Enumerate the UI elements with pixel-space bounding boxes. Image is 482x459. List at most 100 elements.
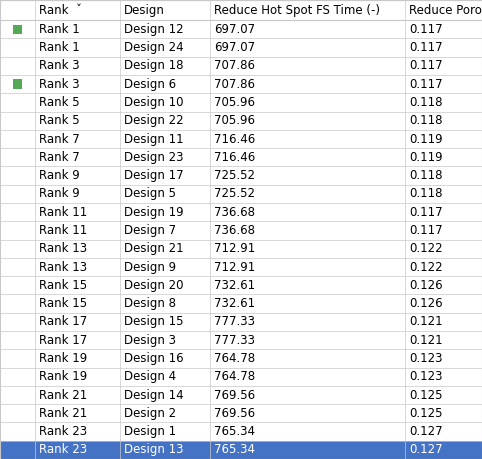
Text: 736.68: 736.68: [214, 224, 255, 237]
Text: 0.125: 0.125: [409, 388, 442, 402]
Text: Design 20: Design 20: [124, 279, 184, 292]
Text: Design 6: Design 6: [124, 78, 176, 91]
Text: 765.34: 765.34: [214, 443, 255, 456]
Text: Design 2: Design 2: [124, 407, 176, 420]
Text: Reduce Porosity (-): Reduce Porosity (-): [409, 4, 482, 17]
Text: Design 22: Design 22: [124, 114, 184, 127]
Text: Rank 15: Rank 15: [39, 279, 87, 292]
Bar: [0, 167, 482, 185]
Text: 0.117: 0.117: [409, 78, 442, 91]
Text: Rank 1: Rank 1: [39, 41, 80, 54]
Text: Rank 7: Rank 7: [39, 133, 80, 146]
Text: Rank 17: Rank 17: [39, 315, 87, 328]
Text: 777.33: 777.33: [214, 334, 255, 347]
Text: 725.52: 725.52: [214, 169, 255, 182]
Text: 764.78: 764.78: [214, 352, 255, 365]
Text: Design 19: Design 19: [124, 206, 184, 218]
Text: Design 21: Design 21: [124, 242, 184, 255]
Text: Rank 23: Rank 23: [39, 443, 87, 456]
Text: Rank 5: Rank 5: [39, 114, 80, 127]
Bar: [0, 422, 482, 441]
Text: 707.86: 707.86: [214, 59, 255, 73]
Text: Rank 17: Rank 17: [39, 334, 87, 347]
Text: 0.126: 0.126: [409, 279, 442, 292]
Text: Rank 19: Rank 19: [39, 352, 87, 365]
Text: 0.118: 0.118: [409, 114, 442, 127]
Bar: [13, 25, 22, 34]
Text: 725.52: 725.52: [214, 187, 255, 201]
Text: Rank 11: Rank 11: [39, 206, 87, 218]
Text: 697.07: 697.07: [214, 23, 255, 36]
Text: Rank 5: Rank 5: [39, 96, 80, 109]
Text: Rank 3: Rank 3: [39, 59, 80, 73]
Text: Design 17: Design 17: [124, 169, 184, 182]
Text: 705.96: 705.96: [214, 96, 255, 109]
Bar: [0, 112, 482, 130]
Text: 0.122: 0.122: [409, 261, 442, 274]
Text: Design 1: Design 1: [124, 425, 176, 438]
Bar: [0, 148, 482, 167]
Text: 0.117: 0.117: [409, 41, 442, 54]
Text: 0.118: 0.118: [409, 169, 442, 182]
Bar: [0, 75, 482, 93]
Text: Rank 1: Rank 1: [39, 23, 80, 36]
Text: 0.117: 0.117: [409, 224, 442, 237]
Text: 0.127: 0.127: [409, 443, 442, 456]
Bar: [0, 93, 482, 112]
Text: Design 23: Design 23: [124, 151, 184, 164]
Bar: [0, 386, 482, 404]
Text: Design 16: Design 16: [124, 352, 184, 365]
Text: 716.46: 716.46: [214, 151, 255, 164]
Bar: [0, 185, 482, 203]
Text: 769.56: 769.56: [214, 388, 255, 402]
Text: 697.07: 697.07: [214, 41, 255, 54]
Text: Design 13: Design 13: [124, 443, 184, 456]
Bar: [0, 313, 482, 331]
Text: Design 7: Design 7: [124, 224, 176, 237]
Text: Design 18: Design 18: [124, 59, 184, 73]
Text: 765.34: 765.34: [214, 425, 255, 438]
Bar: [0, 20, 482, 39]
Text: Design 12: Design 12: [124, 23, 184, 36]
Text: Rank  ˇ: Rank ˇ: [39, 4, 82, 17]
Bar: [0, 57, 482, 75]
Bar: [0, 441, 482, 459]
Text: 0.121: 0.121: [409, 315, 442, 328]
Text: Rank 19: Rank 19: [39, 370, 87, 383]
Text: 764.78: 764.78: [214, 370, 255, 383]
Bar: [0, 0, 482, 20]
Bar: [0, 240, 482, 258]
Bar: [0, 39, 482, 57]
Text: 712.91: 712.91: [214, 261, 255, 274]
Bar: [0, 331, 482, 349]
Text: Design 14: Design 14: [124, 388, 184, 402]
Bar: [0, 368, 482, 386]
Text: Rank 11: Rank 11: [39, 224, 87, 237]
Text: 716.46: 716.46: [214, 133, 255, 146]
Text: 0.126: 0.126: [409, 297, 442, 310]
Text: Design 4: Design 4: [124, 370, 176, 383]
Text: Rank 21: Rank 21: [39, 407, 87, 420]
Text: Design 9: Design 9: [124, 261, 176, 274]
Text: 736.68: 736.68: [214, 206, 255, 218]
Text: 0.118: 0.118: [409, 96, 442, 109]
Text: Rank 15: Rank 15: [39, 297, 87, 310]
Text: Rank 13: Rank 13: [39, 261, 87, 274]
Bar: [0, 221, 482, 240]
Text: Design 5: Design 5: [124, 187, 176, 201]
Text: Rank 9: Rank 9: [39, 169, 80, 182]
Text: 712.91: 712.91: [214, 242, 255, 255]
Text: Rank 3: Rank 3: [39, 78, 80, 91]
Text: 0.119: 0.119: [409, 151, 442, 164]
Bar: [0, 295, 482, 313]
Text: Design 11: Design 11: [124, 133, 184, 146]
Text: 707.86: 707.86: [214, 78, 255, 91]
Bar: [13, 445, 22, 454]
Text: Rank 13: Rank 13: [39, 242, 87, 255]
Text: 0.125: 0.125: [409, 407, 442, 420]
Text: Design 10: Design 10: [124, 96, 184, 109]
Text: Reduce Hot Spot FS Time (-): Reduce Hot Spot FS Time (-): [214, 4, 380, 17]
Text: 0.127: 0.127: [409, 425, 442, 438]
Text: 0.117: 0.117: [409, 23, 442, 36]
Text: 0.121: 0.121: [409, 334, 442, 347]
